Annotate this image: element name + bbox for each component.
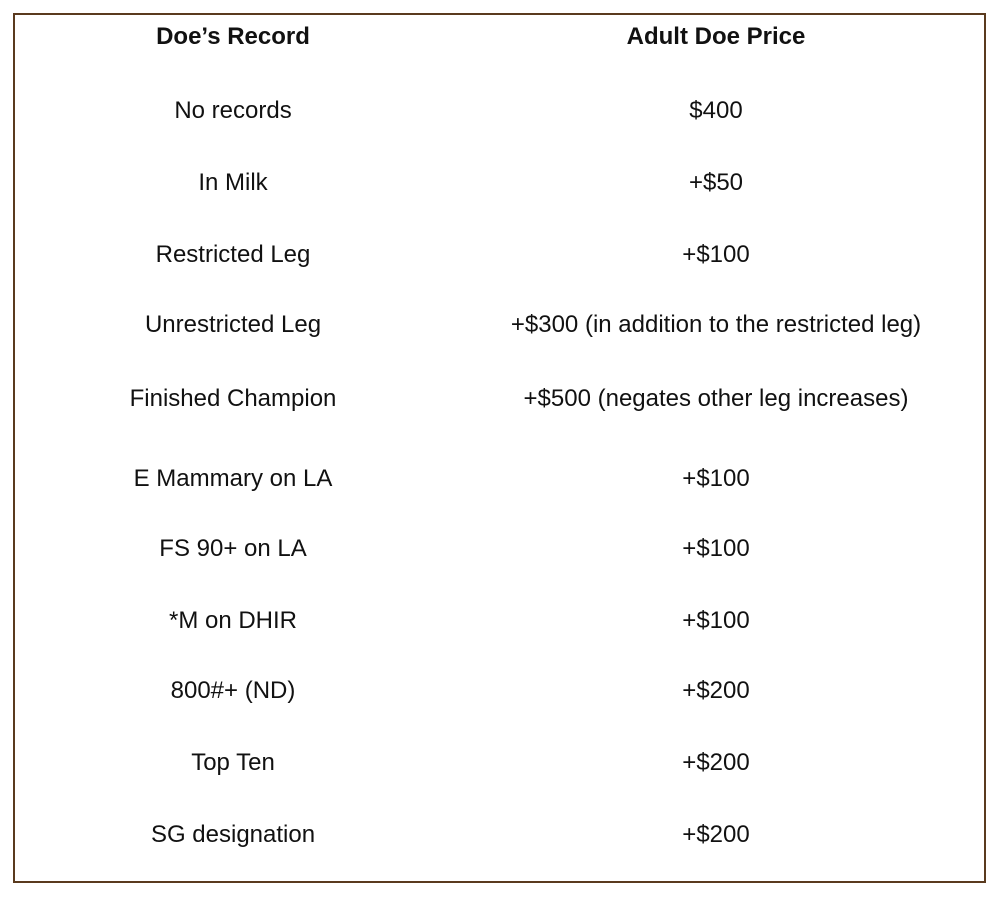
header-does-record: Doe’s Record — [156, 23, 310, 50]
price-table-frame — [13, 13, 986, 883]
row-price: +$200 — [682, 749, 750, 776]
row-price: +$100 — [682, 241, 750, 268]
row-record: *M on DHIR — [168, 607, 298, 634]
row-price: +$100 — [682, 465, 750, 492]
row-record: E Mammary on LA — [133, 465, 333, 492]
row-record: 800#+ (ND) — [170, 677, 296, 704]
row-record: FS 90+ on LA — [159, 535, 307, 562]
row-record: In Milk — [198, 169, 268, 196]
row-record: No records — [174, 97, 292, 124]
row-price: +$100 — [682, 607, 750, 634]
row-price: +$200 — [682, 677, 750, 704]
row-record: Top Ten — [191, 749, 275, 776]
row-record: Finished Champion — [129, 385, 337, 412]
row-price: $400 — [689, 97, 743, 124]
row-price: +$100 — [682, 535, 750, 562]
row-price: +$50 — [688, 169, 744, 196]
row-record: Restricted Leg — [155, 241, 311, 268]
row-price: +$300 (in addition to the restricted leg… — [510, 311, 922, 338]
header-adult-doe-price: Adult Doe Price — [626, 23, 806, 50]
row-price: +$200 — [682, 821, 750, 848]
row-record: SG designation — [150, 821, 316, 848]
row-price: +$500 (negates other leg increases) — [523, 385, 909, 412]
row-record: Unrestricted Leg — [144, 311, 322, 338]
